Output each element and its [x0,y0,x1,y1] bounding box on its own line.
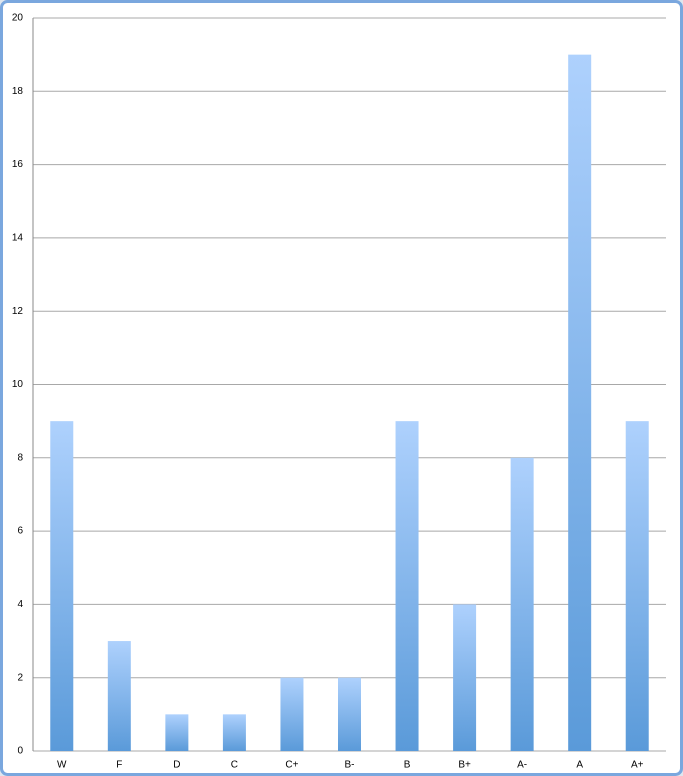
x-tick-label: A [576,760,583,771]
x-tick-label: B [404,760,411,771]
y-tick-label: 4 [17,599,23,610]
y-tick-label: 2 [17,672,23,683]
x-tick-label: B+ [458,760,471,771]
bar [338,677,361,751]
x-tick-label: F [116,760,122,771]
bar [453,604,477,751]
bar [165,714,189,751]
y-tick-label: 14 [12,233,24,244]
y-tick-label: 10 [12,379,24,390]
y-tick-label: 8 [17,452,23,463]
y-tick-label: 6 [17,526,23,537]
x-tick-label: D [173,760,180,771]
y-tick-label: 0 [17,746,23,757]
x-tick-label: C+ [285,760,298,771]
x-tick-label: B- [345,760,355,771]
y-tick-label: 18 [12,86,24,97]
y-tick-label: 20 [12,13,24,24]
bar [568,54,592,751]
x-tick-label: C [231,760,238,771]
bar [107,641,131,751]
y-tick-label: 16 [12,159,24,170]
y-tick-label: 12 [12,306,24,317]
bar [222,714,246,751]
bar [510,457,534,751]
x-tick-label: W [57,760,67,771]
bar [280,677,304,751]
bar [395,421,419,751]
bar [50,421,74,751]
bar [625,421,649,751]
x-tick-label: A+ [631,760,644,771]
x-tick-label: A- [517,760,527,771]
